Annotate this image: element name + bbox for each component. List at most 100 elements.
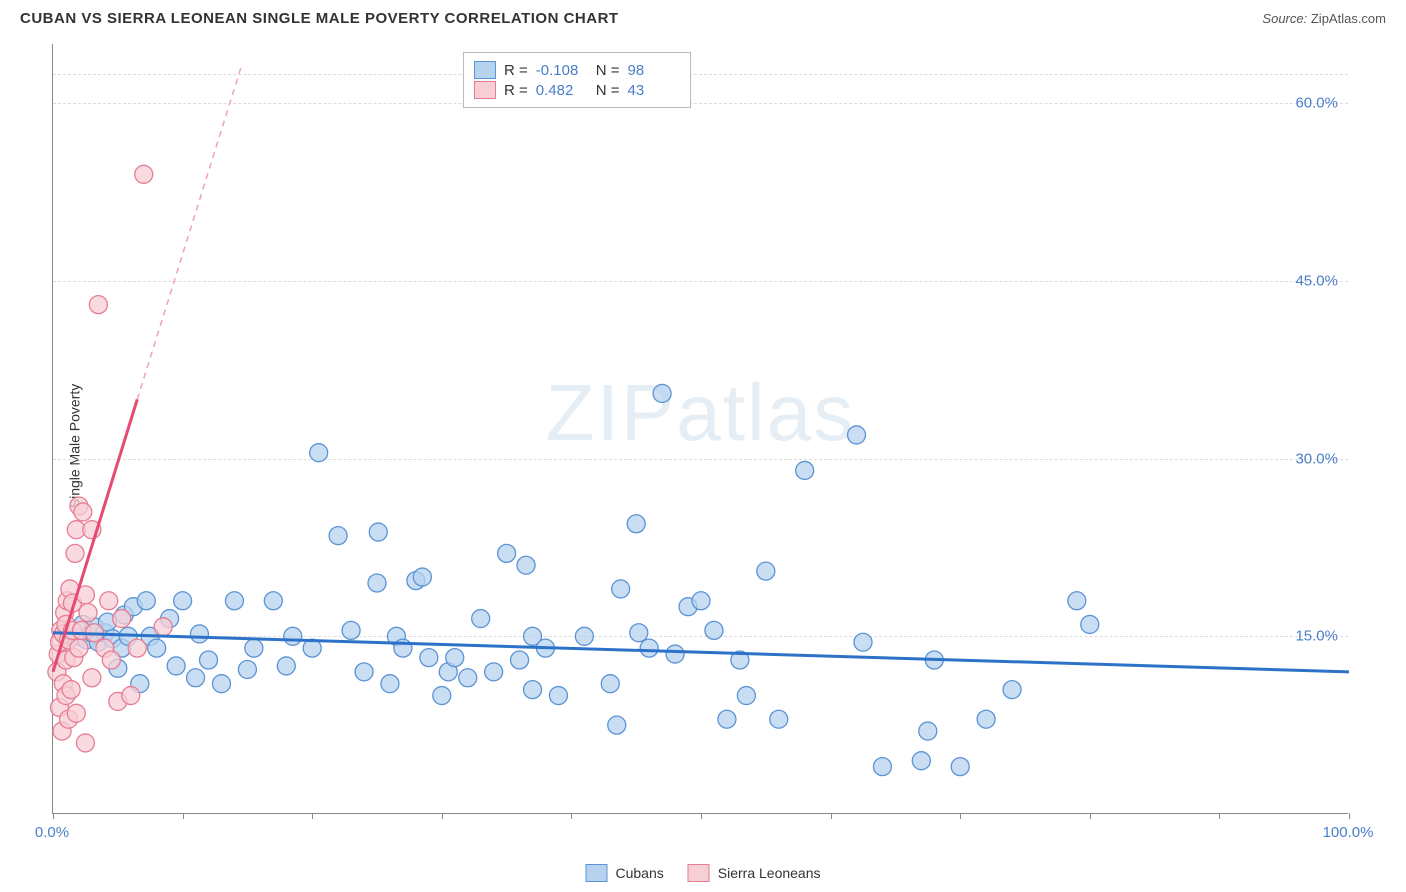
x-tick [571,813,572,819]
data-point [329,527,347,545]
data-point [511,651,529,669]
x-tick [701,813,702,819]
data-point [912,752,930,770]
data-point [653,384,671,402]
data-point [919,722,937,740]
sierra-trendline-extrapolated [137,68,241,400]
data-point [89,296,107,314]
data-point [190,625,208,643]
x-tick-label: 100.0% [1323,824,1374,841]
data-point [413,568,431,586]
data-point [284,627,302,645]
data-point [692,592,710,610]
r-label: R = [504,82,528,99]
data-point [187,669,205,687]
data-point [83,669,101,687]
source-value: ZipAtlas.com [1311,11,1386,26]
data-point [238,660,256,678]
scatter-chart: ZIPatlas 15.0%30.0%45.0%60.0% R =-0.108N… [52,44,1348,814]
r-value: 0.482 [536,82,588,99]
x-tick [960,813,961,819]
data-point [113,610,131,628]
chart-header: CUBAN VS SIERRA LEONEAN SINGLE MALE POVE… [0,0,1406,33]
data-point [264,592,282,610]
x-tick [442,813,443,819]
data-point [342,621,360,639]
data-point [854,633,872,651]
data-point [608,716,626,734]
data-point [102,651,120,669]
data-point [485,663,503,681]
data-point [67,704,85,722]
n-label: N = [596,62,620,79]
data-point [137,592,155,610]
data-point [446,649,464,667]
chart-source: Source: ZipAtlas.com [1262,11,1386,26]
x-tick [831,813,832,819]
r-label: R = [504,62,528,79]
data-point [381,675,399,693]
data-point [100,592,118,610]
data-point [174,592,192,610]
data-point [433,687,451,705]
data-point [951,758,969,776]
data-point [167,657,185,675]
legend-label: Sierra Leoneans [718,865,821,881]
data-point [796,461,814,479]
data-point [66,544,84,562]
data-point [225,592,243,610]
data-point [70,639,88,657]
stats-row: R = -0.108 N = 98 [474,61,680,79]
correlation-stats-box: R = -0.108 N = 98 R = 0.482 N = 43 [463,52,691,108]
data-point [310,444,328,462]
data-point [977,710,995,728]
legend-swatch [688,864,710,882]
n-value: 43 [628,82,680,99]
data-point [873,758,891,776]
legend-item: Sierra Leoneans [688,864,821,882]
data-point [666,645,684,663]
data-point [627,515,645,533]
data-point [737,687,755,705]
data-point [148,639,166,657]
data-point [524,681,542,699]
data-point [212,675,230,693]
data-point [62,681,80,699]
data-point [848,426,866,444]
data-point [640,639,658,657]
data-point [757,562,775,580]
data-point [1081,615,1099,633]
cubans-points [57,384,1099,775]
chart-title: CUBAN VS SIERRA LEONEAN SINGLE MALE POVE… [20,10,619,27]
n-label: N = [596,82,620,99]
data-point [1068,592,1086,610]
data-point [420,649,438,667]
data-point [128,639,146,657]
x-tick [1090,813,1091,819]
x-tick [53,813,54,819]
data-point [575,627,593,645]
x-tick [183,813,184,819]
legend-label: Cubans [615,865,663,881]
n-value: 98 [628,62,680,79]
x-tick [312,813,313,819]
data-point [472,610,490,628]
data-point [1003,681,1021,699]
data-point [459,669,477,687]
data-point [135,165,153,183]
legend-swatch [474,61,496,79]
data-point [498,544,516,562]
x-tick [1219,813,1220,819]
sierra-points [48,165,172,752]
data-point [277,657,295,675]
r-value: -0.108 [536,62,588,79]
data-point [517,556,535,574]
data-point [368,574,386,592]
source-label: Source: [1262,11,1307,26]
data-point [355,663,373,681]
series-legend: Cubans Sierra Leoneans [585,864,820,882]
data-point [601,675,619,693]
data-point [74,503,92,521]
data-point [154,618,172,636]
data-point [718,710,736,728]
